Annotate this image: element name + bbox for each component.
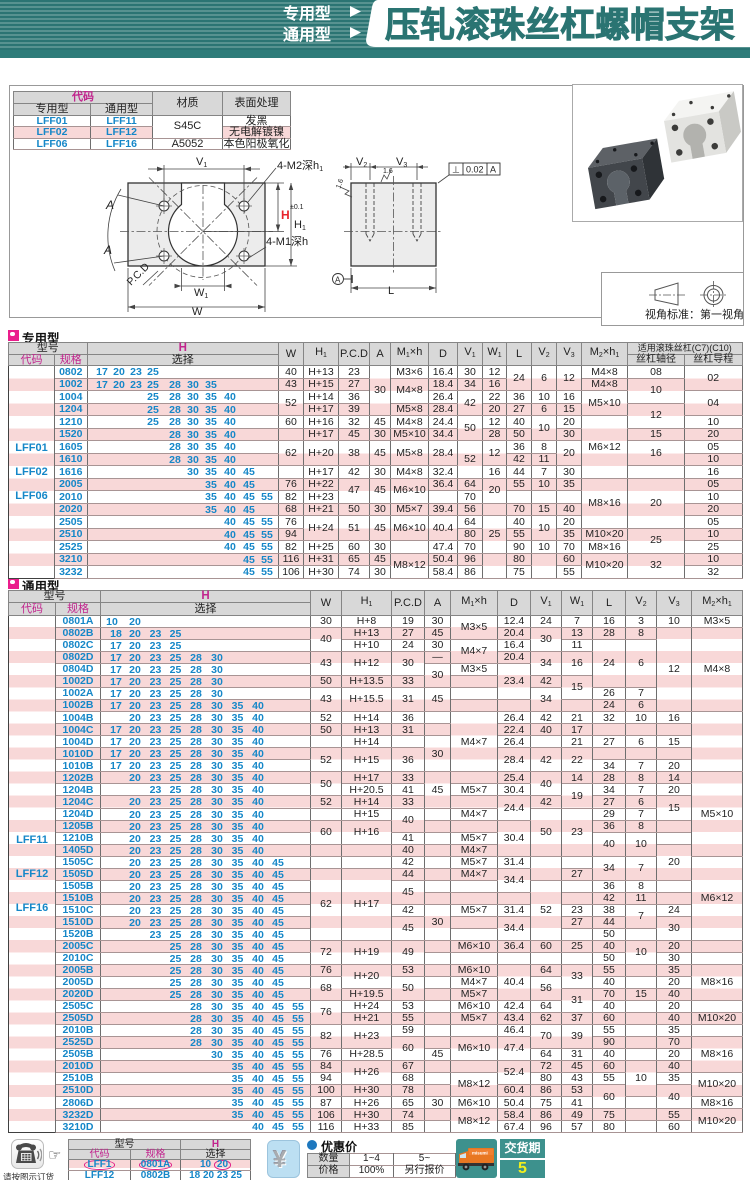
svg-text:1.6: 1.6 [335, 178, 345, 190]
svg-text:A: A [490, 165, 496, 175]
svg-text:L: L [388, 285, 394, 297]
svg-text:V3: V3 [396, 156, 407, 169]
svg-text:A: A [105, 198, 114, 212]
svg-text:视角标准：第一视角: 视角标准：第一视角 [645, 307, 744, 321]
svg-text:misumi: misumi [472, 1151, 488, 1156]
svg-text:A: A [103, 243, 112, 257]
svg-text:4-M2深h1: 4-M2深h1 [277, 159, 323, 173]
svg-text:H1: H1 [294, 219, 306, 232]
svg-text:专用型: 专用型 [283, 4, 331, 23]
svg-text:V2: V2 [356, 156, 367, 169]
svg-text:1.6: 1.6 [383, 168, 393, 175]
svg-text:W: W [192, 306, 203, 318]
svg-text:V1: V1 [196, 156, 207, 169]
svg-text:A: A [335, 276, 341, 285]
svg-text:H: H [281, 208, 290, 222]
svg-text:压轧滚珠丝杠螺帽支架: 压轧滚珠丝杠螺帽支架 [385, 6, 735, 45]
svg-text:±0.1: ±0.1 [290, 204, 304, 211]
svg-text:0.02: 0.02 [466, 165, 484, 175]
svg-text:⊥: ⊥ [452, 165, 460, 175]
svg-text:4-M1深h: 4-M1深h [266, 235, 308, 248]
svg-text:通用型: 通用型 [283, 26, 331, 44]
svg-text:W1: W1 [194, 287, 208, 300]
